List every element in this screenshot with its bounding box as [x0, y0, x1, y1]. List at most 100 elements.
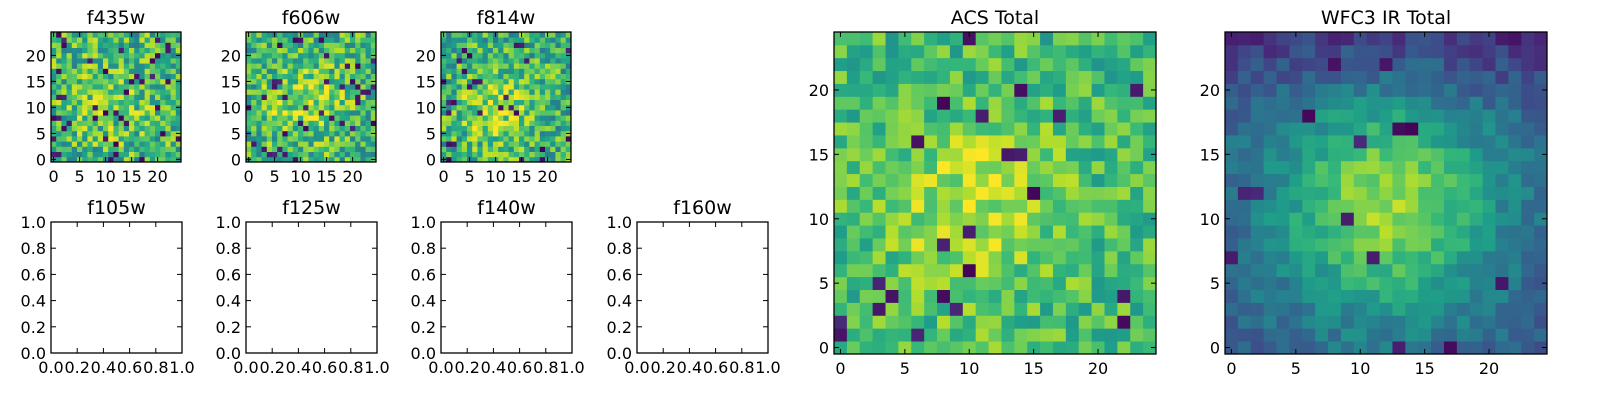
- heatmap-cell: [165, 99, 171, 106]
- heatmap-cell: [1521, 44, 1535, 59]
- heatmap-cell: [1456, 315, 1471, 329]
- heatmap-cell: [898, 186, 912, 200]
- y-tick-label: 0: [231, 150, 241, 169]
- heatmap-cell: [144, 94, 151, 100]
- heatmap-cell: [144, 63, 151, 69]
- heatmap-cell: [350, 104, 356, 111]
- heatmap-cell: [1237, 122, 1252, 136]
- heatmap-cell: [1379, 225, 1393, 239]
- heatmap-cell: [56, 42, 62, 48]
- heatmap-cell: [477, 63, 483, 69]
- heatmap-cell: [911, 328, 925, 342]
- heatmap-cell: [1027, 250, 1041, 265]
- heatmap-cell: [1130, 57, 1144, 72]
- heatmap-cell: [1418, 225, 1432, 239]
- heatmap-cell: [1418, 341, 1432, 355]
- heatmap-cell: [1405, 57, 1419, 72]
- heatmap-cell: [287, 42, 294, 48]
- heatmap-cell: [308, 58, 314, 64]
- heatmap-cell: [66, 104, 73, 111]
- heatmap-cell: [56, 104, 62, 111]
- heatmap-cell: [256, 146, 262, 152]
- heatmap-cell: [355, 136, 361, 142]
- heatmap-cell: [298, 84, 304, 90]
- heatmap-cell: [97, 94, 104, 100]
- heatmap-cell: [149, 37, 156, 43]
- heatmap-cell: [334, 115, 340, 121]
- heatmap-cell: [1431, 122, 1445, 136]
- heatmap-cell: [834, 186, 848, 200]
- y-tick-label: 0.6: [216, 265, 241, 284]
- heatmap-cell: [477, 52, 483, 59]
- heatmap-cell: [344, 63, 351, 69]
- heatmap-cell: [129, 94, 135, 100]
- heatmap-cell: [534, 110, 541, 116]
- heatmap-cell: [1495, 225, 1509, 239]
- heatmap-cell: [1040, 160, 1054, 175]
- heatmap-cell: [451, 63, 457, 69]
- heatmap-cell: [1104, 276, 1118, 290]
- heatmap-cell: [1263, 44, 1277, 59]
- heatmap-cell: [272, 78, 278, 85]
- heatmap-cell: [113, 146, 119, 152]
- heatmap-cell: [482, 115, 489, 121]
- heatmap-cell: [461, 146, 468, 152]
- heatmap-cell: [266, 146, 273, 152]
- heatmap-cell: [1237, 70, 1252, 84]
- heatmap-cell: [282, 89, 288, 95]
- heatmap-cell: [539, 115, 546, 121]
- heatmap-cell: [129, 130, 135, 137]
- heatmap-cell: [487, 110, 494, 116]
- y-tick-label: 0.0: [21, 344, 46, 363]
- heatmap-cell: [77, 120, 83, 126]
- heatmap-cell: [246, 58, 252, 64]
- heatmap-cell: [1340, 276, 1355, 290]
- heatmap-cell: [1495, 83, 1509, 97]
- heatmap-cell: [1508, 160, 1522, 175]
- heatmap-cell: [834, 302, 848, 316]
- heatmap-cell: [313, 130, 320, 137]
- heatmap-cell: [77, 104, 83, 111]
- heatmap-cell: [365, 146, 372, 152]
- heatmap-cell: [1482, 160, 1496, 175]
- heatmap-cell: [508, 63, 515, 69]
- heatmap-cell: [565, 151, 572, 158]
- heatmap-cell: [1237, 212, 1252, 226]
- heatmap-cell: [1534, 109, 1548, 123]
- heatmap-cell: [339, 99, 346, 106]
- heatmap-cell: [498, 37, 504, 43]
- heatmap-cell: [160, 78, 166, 85]
- heatmap-cell: [129, 58, 135, 64]
- heatmap-cell: [1379, 109, 1393, 123]
- heatmap-cell: [1014, 147, 1028, 162]
- heatmap-cell: [287, 37, 294, 43]
- heatmap-cell: [446, 110, 452, 116]
- heatmap-cell: [66, 32, 73, 38]
- heatmap-cell: [108, 32, 114, 38]
- heatmap-cell: [1405, 173, 1419, 187]
- heatmap-cells: [441, 32, 572, 163]
- heatmap-cell: [160, 37, 166, 43]
- heatmap-cells: [51, 32, 182, 163]
- heatmap-cell: [1353, 83, 1368, 97]
- heatmap-cell: [103, 99, 109, 106]
- heatmap-cell: [524, 58, 530, 64]
- heatmap-cell: [1469, 238, 1483, 252]
- heatmap-cell: [155, 84, 161, 90]
- heatmap-cell: [108, 146, 114, 152]
- heatmap-cell: [292, 78, 299, 85]
- heatmap-cell: [872, 122, 886, 136]
- heatmap-cell: [113, 58, 119, 64]
- heatmap-cell: [97, 52, 104, 59]
- heatmap-cell: [441, 63, 447, 69]
- heatmap-cell: [487, 99, 494, 106]
- heatmap-cell: [1104, 109, 1118, 123]
- heatmap-cell: [139, 89, 145, 95]
- heatmap-cell: [872, 160, 886, 175]
- x-tick-label: 10: [95, 167, 115, 186]
- heatmap-cell: [508, 104, 515, 111]
- heatmap-cell: [155, 68, 161, 74]
- heatmap-cell: [350, 42, 356, 48]
- heatmap-cell: [846, 122, 861, 136]
- heatmap-cell: [846, 263, 861, 278]
